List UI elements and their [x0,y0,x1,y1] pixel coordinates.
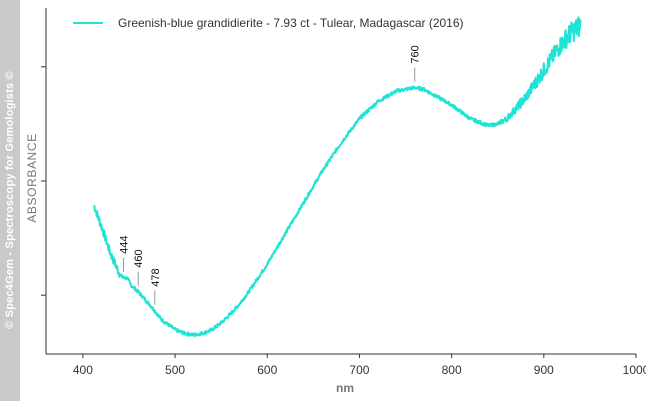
x-axis-title: nm [336,381,354,395]
x-tick-label: 500 [165,363,185,377]
x-tick-label: 1000 [623,363,646,377]
peak-label: 760 [410,45,422,63]
series-layer [93,16,582,337]
x-tick-label: 900 [534,363,554,377]
legend-label: Greenish-blue grandidierite - 7.93 ct - … [118,16,464,30]
peak-label: 444 [118,236,130,254]
series-line [93,16,582,337]
legend: Greenish-blue grandidierite - 7.93 ct - … [73,16,464,30]
chart-axes: 400 500 600 700 800 900 1000 [41,8,646,377]
x-tick-label: 400 [73,363,93,377]
watermark-banner: © Spec4Gem - Spectroscopy for Gemologist… [0,0,20,401]
x-tick-label: 800 [442,363,462,377]
peak-label: 478 [150,268,162,286]
y-axis-title: ABSORBANCE [25,133,39,222]
x-tick-label: 600 [257,363,277,377]
peak-label: 460 [133,249,145,267]
x-tick-label: 700 [349,363,369,377]
